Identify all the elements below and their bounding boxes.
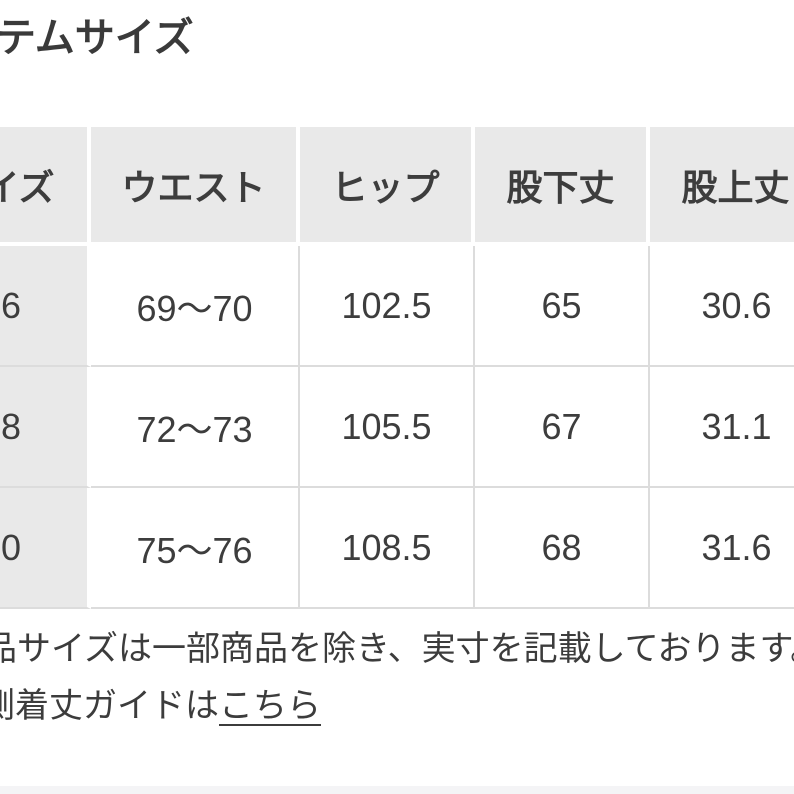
inseam-cell: 65 <box>475 246 650 367</box>
size-guide-link[interactable]: こちら <box>219 687 321 725</box>
waist-cell: 69〜70 <box>91 246 300 367</box>
size-guide-note: 測着丈ガイドはこちら <box>0 678 794 735</box>
table-row: 40 75〜76 108.5 68 31.6 <box>0 488 794 609</box>
content-shift-container: テムサイズ サイズ ウエスト ヒップ 股下丈 股上丈 36 69〜70 102.… <box>0 16 794 735</box>
section-title: テムサイズ <box>0 16 194 60</box>
bottom-strip <box>0 786 794 794</box>
table-row: 38 72〜73 105.5 67 31.1 <box>0 367 794 488</box>
header-row: サイズ ウエスト ヒップ 股下丈 股上丈 <box>0 127 794 246</box>
hip-cell: 108.5 <box>300 488 475 609</box>
size-row-header: 40 <box>0 488 91 609</box>
inseam-cell: 67 <box>475 367 650 488</box>
table-row: 36 69〜70 102.5 65 30.6 <box>0 246 794 367</box>
size-table: サイズ ウエスト ヒップ 股下丈 股上丈 36 69〜70 102.5 65 3… <box>0 127 794 609</box>
rise-cell: 31.1 <box>650 367 794 488</box>
size-guide-note-prefix: 測着丈ガイドは <box>0 687 219 725</box>
size-notes: 品サイズは一部商品を除き、実寸を記載しております。 測着丈ガイドはこちら <box>0 621 794 735</box>
size-row-header: 38 <box>0 367 91 488</box>
column-header-rise: 股上丈 <box>650 127 794 246</box>
size-row-header: 36 <box>0 246 91 367</box>
size-note-text: 品サイズは一部商品を除き、実寸を記載しております。 <box>0 630 794 668</box>
column-header-waist: ウエスト <box>91 127 300 246</box>
column-header-inseam: 股下丈 <box>475 127 650 246</box>
rise-cell: 30.6 <box>650 246 794 367</box>
waist-cell: 72〜73 <box>91 367 300 488</box>
inseam-cell: 68 <box>475 488 650 609</box>
hip-cell: 102.5 <box>300 246 475 367</box>
hip-cell: 105.5 <box>300 367 475 488</box>
rise-cell: 31.6 <box>650 488 794 609</box>
waist-cell: 75〜76 <box>91 488 300 609</box>
column-header-hip: ヒップ <box>300 127 475 246</box>
column-header-size: サイズ <box>0 127 91 246</box>
